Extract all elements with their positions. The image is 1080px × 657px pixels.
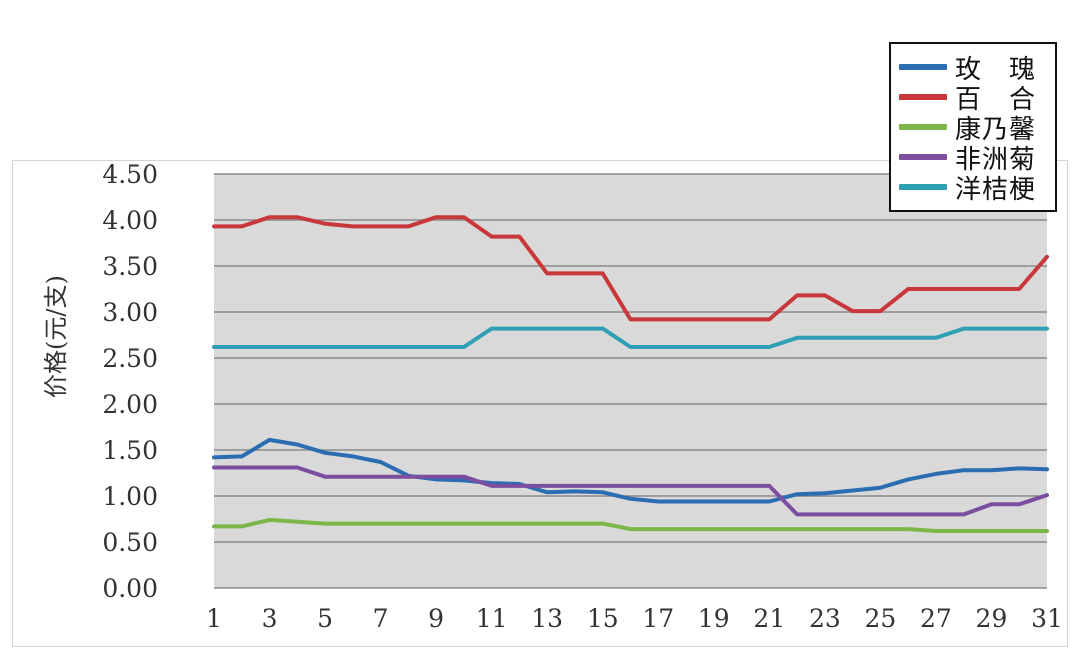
y-tick-label: 3.00	[102, 298, 158, 327]
legend-item: 百 合	[899, 82, 1049, 115]
y-tick-label: 0.50	[102, 528, 158, 557]
y-tick-label: 3.50	[102, 252, 158, 281]
y-tick-label: 4.50	[102, 160, 158, 189]
x-tick-label: 31	[1031, 604, 1063, 633]
x-tick-label: 17	[642, 604, 674, 633]
legend-swatch	[899, 154, 947, 160]
legend-item: 康乃馨	[899, 112, 1049, 145]
y-tick-label: 0.00	[102, 574, 158, 603]
y-tick-label: 2.50	[102, 344, 158, 373]
x-tick-label: 13	[531, 604, 563, 633]
legend-swatch	[899, 94, 947, 100]
series-line	[212, 465, 1049, 517]
legend-label: 洋桔梗	[955, 174, 1037, 205]
x-tick-label: 21	[753, 604, 785, 633]
x-tick-label: 23	[809, 604, 841, 633]
y-axis-title: 价格(元/支)	[42, 275, 70, 398]
x-tick-label: 5	[317, 604, 333, 633]
x-tick-label: 19	[698, 604, 730, 633]
legend-item: 非洲菊	[899, 142, 1049, 175]
legend-item: 玫 瑰	[899, 52, 1049, 85]
legend-label: 玫 瑰	[955, 54, 1037, 85]
x-tick-label: 9	[428, 604, 444, 633]
legend-swatch	[899, 184, 947, 190]
series-line	[212, 437, 1049, 504]
legend-label: 非洲菊	[955, 144, 1037, 175]
series-line	[212, 517, 1049, 533]
legend-label: 百 合	[955, 84, 1037, 115]
legend-label: 康乃馨	[955, 114, 1037, 145]
plot-area	[214, 174, 1047, 588]
x-tick-label: 1	[206, 604, 222, 633]
x-tick-label: 29	[976, 604, 1008, 633]
legend-swatch	[899, 64, 947, 70]
x-tick-label: 7	[373, 604, 389, 633]
legend-swatch	[899, 124, 947, 130]
x-tick-label: 3	[262, 604, 278, 633]
y-tick-label: 4.00	[102, 206, 158, 235]
legend-item: 洋桔梗	[899, 172, 1049, 205]
x-tick-label: 27	[920, 604, 952, 633]
series-line	[212, 215, 1049, 322]
x-tick-label: 25	[864, 604, 896, 633]
legend: 玫 瑰百 合康乃馨 非洲菊 洋桔梗	[889, 42, 1057, 212]
y-tick-label: 2.00	[102, 390, 158, 419]
x-tick-label: 15	[587, 604, 619, 633]
series-line	[212, 326, 1049, 349]
y-tick-label: 1.00	[102, 482, 158, 511]
x-tick-label: 11	[476, 604, 508, 633]
y-tick-label: 1.50	[102, 436, 158, 465]
